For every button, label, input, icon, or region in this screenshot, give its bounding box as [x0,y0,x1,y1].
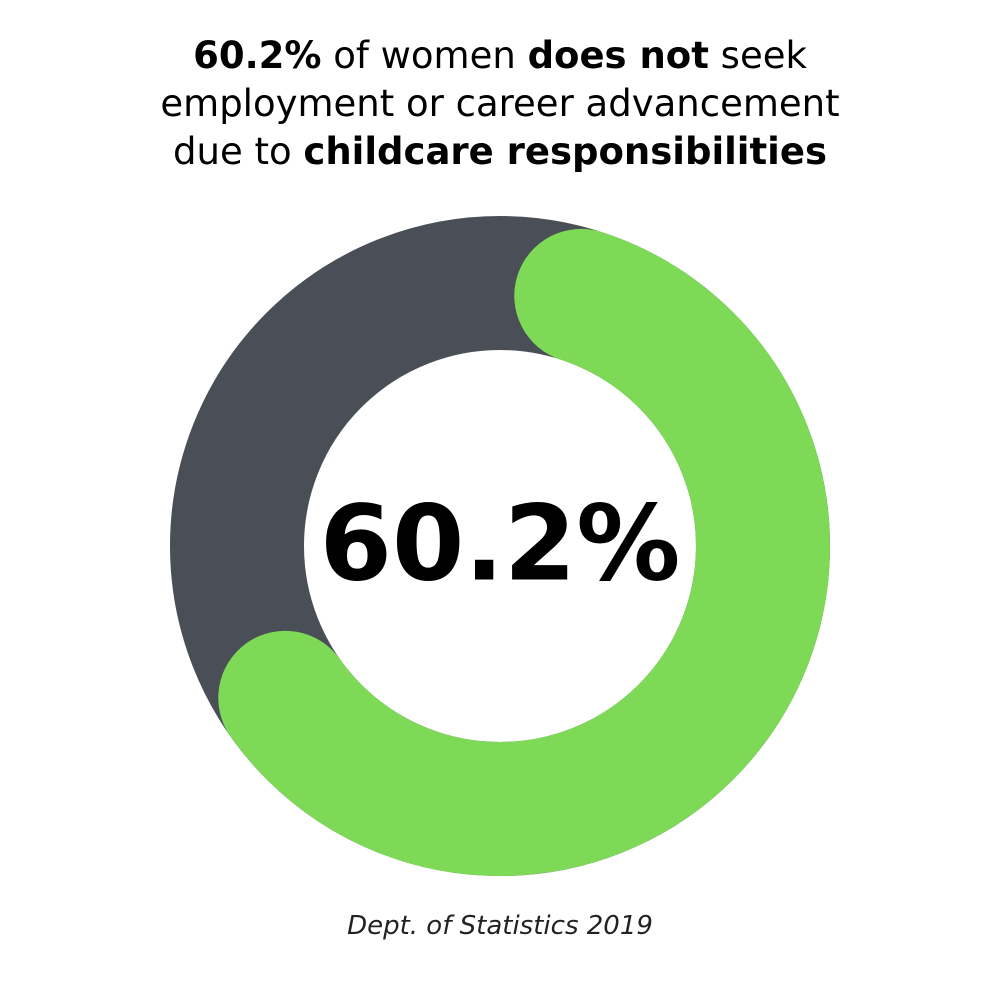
title-bold-value: 60.2% [193,34,322,77]
chart-title: 60.2% of women does not seek employment … [0,32,1000,176]
title-text-a: of women [321,34,528,77]
title-bold-reason: childcare responsibilities [303,130,827,173]
title-line-1: 60.2% of women does not seek [0,32,1000,80]
source-citation: Dept. of Statistics 2019 [347,911,653,941]
title-line-3: due to childcare responsibilities [0,128,1000,176]
center-value-label: 60.2% [320,482,681,604]
title-text-c: due to [173,130,304,173]
title-line-2: employment or career advancement [160,82,840,125]
title-text-b: seek [708,34,807,77]
title-bold-phrase: does not [527,34,709,77]
donut-slice-main [170,216,830,876]
